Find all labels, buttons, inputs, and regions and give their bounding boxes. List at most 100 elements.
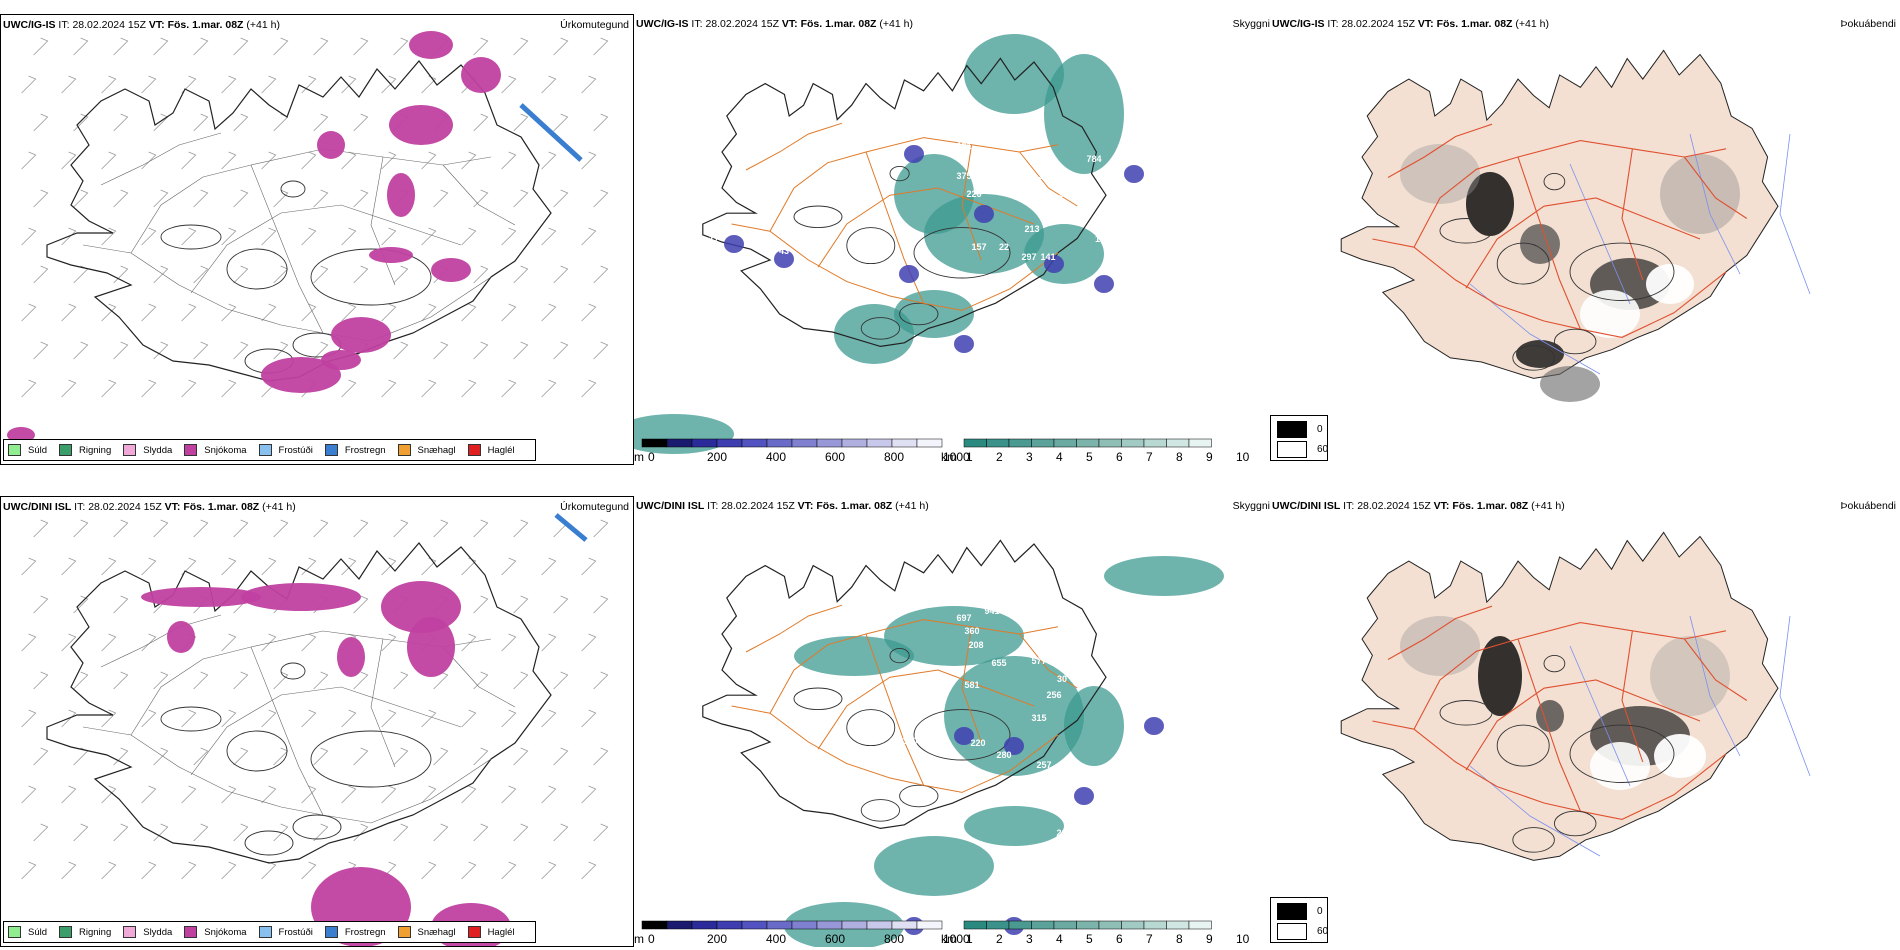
wind-barb	[61, 303, 77, 322]
ceiling-value-label: 256	[1046, 690, 1061, 700]
fog-map-ig	[1340, 49, 1811, 402]
glacier-outline	[160, 224, 222, 250]
road-network	[82, 132, 516, 342]
panel-header: UWC/IG-IS IT: 28.02.2024 15Z VT: Fös. 1.…	[636, 18, 913, 30]
iceland-outline	[46, 542, 552, 864]
ceiling-colorbar-cell	[666, 920, 693, 930]
glacier-outlines	[793, 165, 1011, 340]
wind-barb	[113, 37, 129, 56]
visibility-tick-label: 5	[1086, 932, 1093, 946]
ceiling-value-label: 280	[996, 750, 1011, 760]
glacier-outline	[280, 180, 306, 198]
wind-barb	[581, 785, 597, 804]
road-line	[1019, 633, 1078, 689]
wind-barb	[61, 75, 77, 94]
wind-barb	[341, 75, 357, 94]
legend-label: Slydda	[143, 444, 173, 456]
ceiling-colorbar-cell	[816, 920, 843, 930]
ceiling-colorbar-cell	[916, 438, 943, 448]
ceiling-value-label: 16	[1095, 234, 1105, 244]
shaded-area	[337, 637, 365, 677]
glacier-outlines	[793, 647, 1011, 822]
wind-barb	[473, 341, 489, 360]
visibility-map-ig: 1912683752265653227845120621316128141297…	[634, 34, 1250, 464]
shaded-area	[1654, 734, 1706, 778]
wind-barb	[181, 303, 197, 322]
road-line	[865, 633, 925, 786]
shaded-area	[1650, 636, 1730, 716]
river-line	[1779, 615, 1811, 777]
fog-legend-label: 0	[1317, 906, 1323, 917]
visibility-tick-label: 10	[1236, 932, 1250, 946]
visibility-colorbar-cell	[1166, 438, 1190, 448]
legend-label: Snæhagl	[417, 444, 456, 456]
panel-title: Þokuábendi	[1840, 500, 1896, 512]
wind-barb	[21, 633, 37, 652]
wind-barb	[461, 303, 477, 322]
wind-barb	[153, 265, 169, 284]
wind-barb	[33, 747, 49, 766]
legend-item: Slydda	[123, 926, 172, 938]
wind-barb	[181, 151, 197, 170]
ceiling-colorbar-cell	[891, 920, 918, 930]
wind-barb	[381, 633, 397, 652]
ceiling-value-label: 102	[900, 234, 915, 244]
ceiling-value-label: 577	[1031, 656, 1046, 666]
fog-panel-ig: UWC/IG-IS IT: 28.02.2024 15Z VT: Fös. 1.…	[1270, 14, 1900, 465]
wind-barb	[233, 189, 249, 208]
wind-barb	[473, 189, 489, 208]
ceiling-colorbar-cell	[891, 438, 918, 448]
wind-barb	[193, 189, 209, 208]
legend-item: Súld	[8, 444, 47, 456]
glacier-outline	[310, 248, 432, 306]
wind-barb	[513, 37, 529, 56]
legend-swatch	[397, 926, 411, 938]
shaded-area	[141, 587, 261, 607]
glacier-outline	[889, 165, 910, 182]
ceiling-colorbar-cell	[641, 438, 668, 448]
shaded-area	[794, 636, 914, 676]
legend-swatch	[467, 926, 481, 938]
wind-barb	[501, 303, 517, 322]
wind-barb	[473, 37, 489, 56]
wind-barb	[193, 37, 209, 56]
wind-barb	[433, 189, 449, 208]
river-line	[1569, 163, 1631, 305]
legend-label: Frostregn	[344, 926, 386, 938]
wind-barb	[101, 151, 117, 170]
road-line	[731, 223, 1059, 311]
legend-label: Frostúði	[278, 444, 313, 456]
legend-item: Haglél	[467, 444, 515, 456]
wind-barb	[313, 189, 329, 208]
ceiling-value-label: 784	[1086, 154, 1101, 164]
wind-barb	[221, 75, 237, 94]
wind-barb	[553, 113, 569, 132]
wind-barb	[153, 747, 169, 766]
wind-barb	[261, 785, 277, 804]
wind-barb	[433, 823, 449, 842]
ceiling-tick-label: 0	[648, 450, 655, 464]
wind-barb	[33, 595, 49, 614]
ceiling-value-label: 697	[956, 613, 971, 623]
wind-barb	[221, 861, 237, 880]
legend-swatch	[397, 444, 411, 456]
wind-barb	[313, 823, 329, 842]
wind-barb	[513, 519, 529, 538]
wind-barb	[221, 303, 237, 322]
shaded-area	[317, 131, 345, 159]
wind-barb	[593, 341, 609, 360]
visibility-colorbar-cell	[1166, 920, 1190, 930]
visibility-colorbar-cell	[1098, 920, 1122, 930]
road-line	[1465, 197, 1701, 289]
wind-barb	[553, 671, 569, 690]
panel-title: Þokuábendi	[1840, 18, 1896, 30]
ceiling-value-label: 589	[900, 708, 915, 718]
legend-item: Snæhagl	[397, 444, 456, 456]
wind-barb	[273, 341, 289, 360]
ceiling-colorbar-cell	[741, 920, 768, 930]
road-line	[100, 614, 222, 668]
legend-swatch	[324, 444, 338, 456]
wind-barb	[541, 861, 557, 880]
wind-barb	[33, 37, 49, 56]
wind-barb	[313, 341, 329, 360]
